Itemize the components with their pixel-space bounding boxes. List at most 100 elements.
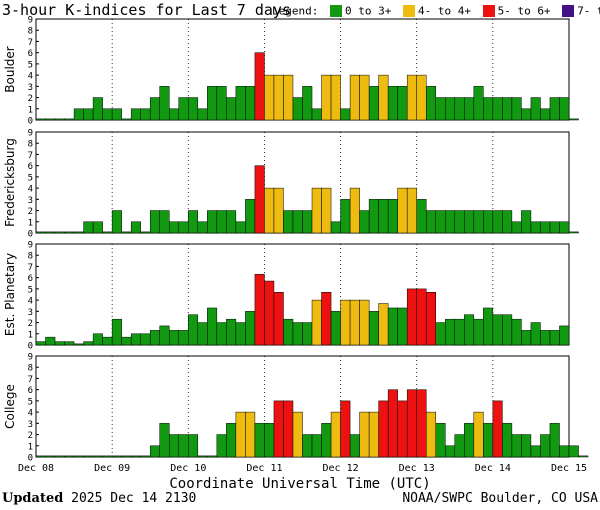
k-index-bar — [349, 299, 360, 346]
y-tick-label: 3 — [28, 196, 33, 206]
k-index-bar — [83, 455, 94, 458]
k-index-bar — [140, 231, 151, 234]
k-index-bar — [387, 86, 398, 121]
y-tick-label: 4 — [28, 72, 33, 82]
k-index-bar — [511, 318, 522, 346]
x-tick-label: Dec 08 — [18, 463, 54, 474]
y-tick-label: 4 — [28, 297, 33, 307]
k-index-bar — [330, 311, 341, 346]
k-index-bar — [235, 221, 246, 234]
k-index-bar — [559, 221, 570, 234]
k-index-bar — [311, 299, 322, 346]
y-tick-label: 2 — [28, 319, 33, 329]
k-index-bar — [492, 314, 503, 346]
k-index-bar — [330, 411, 341, 458]
k-index-bar — [292, 97, 303, 121]
k-index-bar — [445, 445, 456, 458]
k-index-bar — [92, 455, 103, 458]
legend-swatch-active — [402, 5, 415, 17]
k-index-bar — [292, 322, 303, 346]
k-index-bar — [245, 311, 256, 346]
chart-title: 3-hour K-indices for Last 7 days — [2, 1, 291, 19]
k-index-bar — [464, 314, 475, 346]
k-index-bar — [387, 307, 398, 346]
k-index-bar — [425, 86, 437, 121]
k-index-bar — [521, 210, 532, 234]
k-index-bar — [54, 455, 65, 458]
y-tick-label: 4 — [28, 185, 33, 195]
k-index-bar — [245, 199, 256, 234]
k-index-bar — [521, 330, 532, 346]
k-index-bar — [530, 322, 541, 346]
k-index-bar — [502, 423, 513, 458]
k-index-bar — [207, 307, 218, 346]
k-index-bar — [178, 97, 189, 121]
k-index-bar — [178, 330, 189, 346]
k-index-bar — [226, 97, 237, 121]
k-index-bar — [264, 187, 275, 234]
k-index-bar — [578, 455, 589, 458]
k-index-bar — [235, 411, 246, 458]
k-index-bar — [130, 455, 141, 458]
k-index-bar — [169, 330, 180, 346]
k-index-bar — [207, 86, 218, 121]
k-index-bar — [492, 210, 503, 234]
y-tick-label: 7 — [28, 375, 33, 385]
legend-item-storm: 5- to 6+ — [497, 4, 551, 18]
k-index-bar — [321, 187, 332, 234]
k-index-bar — [216, 434, 227, 458]
k-index-bar — [406, 187, 417, 234]
k-index-bar — [435, 97, 446, 121]
k-index-bar — [188, 314, 199, 346]
k-index-bar — [73, 108, 84, 121]
k-index-bar — [149, 210, 160, 234]
y-tick-label: 1 — [28, 330, 33, 340]
k-index-bar — [273, 74, 284, 121]
k-index-bar — [197, 455, 208, 458]
k-index-bar — [73, 231, 84, 234]
k-index-bar — [64, 455, 75, 458]
y-tick-label: 6 — [28, 162, 33, 172]
k-index-bar — [340, 299, 351, 346]
k-index-bar — [102, 455, 113, 458]
k-index-bar — [330, 74, 341, 121]
x-tick-label: Dec 11 — [246, 463, 282, 474]
y-tick-label: 5 — [28, 285, 33, 295]
y-tick-label: 6 — [28, 386, 33, 396]
y-tick-label: 6 — [28, 49, 33, 59]
y-tick-label: 0 — [28, 117, 33, 127]
k-index-bar — [111, 455, 122, 458]
k-index-bar — [54, 118, 65, 121]
k-index-bar — [321, 74, 332, 121]
k-index-bar — [359, 411, 370, 458]
k-index-bar — [35, 231, 46, 234]
k-index-bar — [378, 74, 389, 121]
k-index-bar — [273, 400, 284, 458]
y-tick-label: 3 — [28, 308, 33, 318]
k-index-bar — [435, 423, 446, 458]
legend-swatch-storm — [482, 5, 495, 17]
k-index-bar — [397, 187, 408, 234]
k-index-bar — [502, 210, 513, 234]
station-label-est-planetary: Est. Planetary — [3, 253, 17, 336]
k-index-bar — [425, 210, 437, 234]
k-index-bar — [130, 333, 141, 346]
k-index-bar — [416, 199, 427, 234]
k-index-bar — [473, 411, 484, 458]
k-index-bar — [406, 389, 417, 458]
k-index-bar — [45, 118, 56, 121]
y-tick-label: 9 — [28, 129, 33, 139]
legend-swatch-quiet — [329, 5, 342, 17]
k-index-bar — [226, 210, 237, 234]
legend-item-quiet: 0 to 3+ — [344, 4, 392, 18]
k-index-bar — [216, 210, 227, 234]
k-index-bar — [83, 341, 94, 346]
k-index-bar — [197, 108, 208, 121]
y-tick-label: 2 — [28, 431, 33, 441]
k-index-bar — [64, 231, 75, 234]
k-index-bar — [188, 210, 199, 234]
k-index-bar — [64, 118, 75, 121]
k-index-bar — [540, 108, 551, 121]
k-index-bar — [378, 303, 389, 346]
